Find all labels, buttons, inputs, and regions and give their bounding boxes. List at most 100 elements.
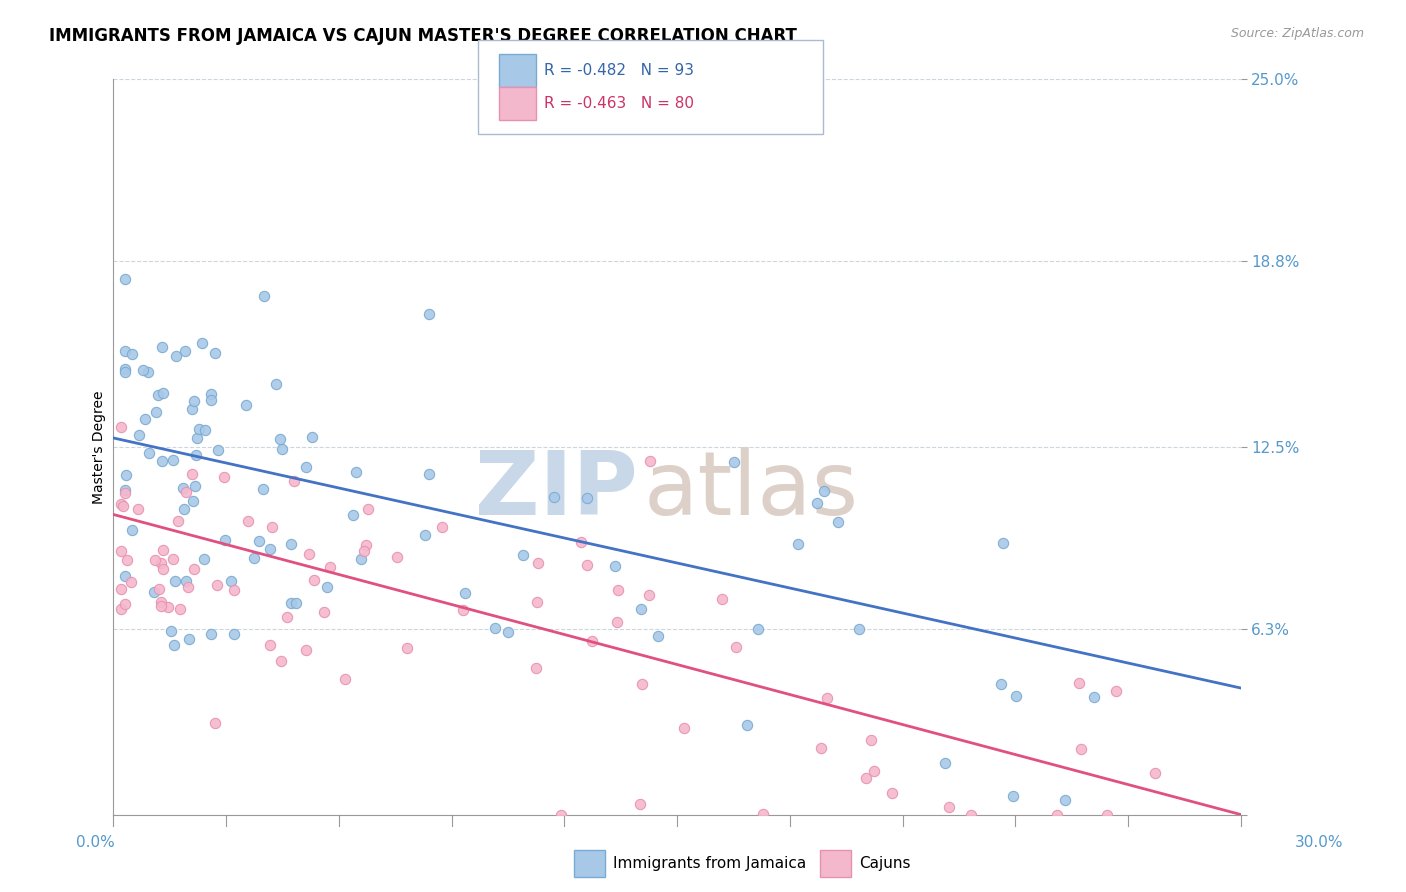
Point — [172, 481, 194, 495]
Point — [647, 629, 669, 643]
Point — [173, 502, 195, 516]
Point — [205, 577, 228, 591]
Point — [252, 483, 274, 497]
Point — [723, 455, 745, 469]
Point — [222, 582, 245, 597]
Point — [110, 419, 132, 434]
Point — [236, 514, 259, 528]
Point — [149, 599, 172, 614]
Point — [165, 350, 187, 364]
Point — [527, 556, 550, 570]
Point — [259, 541, 281, 556]
Point — [110, 582, 132, 596]
Point — [524, 660, 547, 674]
Point — [114, 598, 136, 612]
Point — [1144, 766, 1167, 780]
Point — [183, 562, 205, 576]
Point — [143, 553, 166, 567]
Text: 0.0%: 0.0% — [76, 836, 115, 850]
Point — [543, 490, 565, 504]
Point — [630, 602, 652, 616]
Point — [271, 442, 294, 456]
Point — [628, 797, 651, 812]
Point — [186, 448, 208, 462]
Point — [938, 799, 960, 814]
Point — [454, 585, 477, 599]
Point — [264, 376, 287, 391]
Point — [385, 549, 408, 564]
Point — [114, 362, 136, 376]
Point — [569, 535, 592, 549]
Point — [121, 346, 143, 360]
Point — [312, 606, 335, 620]
Point — [114, 569, 136, 583]
Point — [418, 307, 440, 321]
Point — [112, 499, 135, 513]
Text: atlas: atlas — [643, 448, 858, 534]
Point — [115, 467, 138, 482]
Text: Cajuns: Cajuns — [859, 856, 911, 871]
Point — [283, 474, 305, 488]
Point — [413, 528, 436, 542]
Point — [145, 405, 167, 419]
Point — [304, 574, 326, 588]
Point — [200, 392, 222, 407]
Point — [855, 771, 877, 785]
Point — [262, 520, 284, 534]
Point — [815, 690, 838, 705]
Point — [200, 387, 222, 401]
Point — [163, 574, 186, 588]
Point — [121, 523, 143, 537]
Point — [157, 600, 180, 615]
Point — [1069, 676, 1091, 690]
Text: 30.0%: 30.0% — [1295, 836, 1343, 850]
Point — [253, 289, 276, 303]
Point — [607, 583, 630, 598]
Point — [672, 721, 695, 735]
Point — [342, 508, 364, 523]
Point — [134, 412, 156, 426]
Point — [631, 677, 654, 691]
Point — [806, 496, 828, 510]
Point — [207, 443, 229, 458]
Point — [114, 365, 136, 379]
Point — [150, 454, 173, 468]
Point — [432, 520, 454, 534]
Point — [606, 615, 628, 630]
Point — [204, 346, 226, 360]
Point — [316, 580, 339, 594]
Point — [1083, 690, 1105, 705]
Point — [276, 610, 298, 624]
Point — [638, 453, 661, 467]
Point — [150, 557, 173, 571]
Point — [243, 550, 266, 565]
Point — [204, 716, 226, 731]
Point — [200, 627, 222, 641]
Point — [162, 551, 184, 566]
Point — [484, 621, 506, 635]
Point — [863, 764, 886, 779]
Point — [132, 363, 155, 377]
Point — [181, 467, 204, 481]
Point — [810, 740, 832, 755]
Point — [179, 632, 201, 646]
Point — [115, 553, 138, 567]
Point — [191, 335, 214, 350]
Point — [418, 467, 440, 481]
Point — [150, 340, 173, 354]
Point — [1002, 789, 1025, 803]
Point — [350, 551, 373, 566]
Point — [581, 634, 603, 648]
Point — [859, 733, 882, 747]
Point — [848, 622, 870, 636]
Point — [453, 603, 475, 617]
Point — [295, 642, 318, 657]
Point — [114, 272, 136, 286]
Point — [1053, 793, 1076, 807]
Point — [335, 672, 357, 686]
Point — [353, 543, 375, 558]
Point — [496, 625, 519, 640]
Point — [222, 626, 245, 640]
Point — [344, 465, 367, 479]
Point — [110, 497, 132, 511]
